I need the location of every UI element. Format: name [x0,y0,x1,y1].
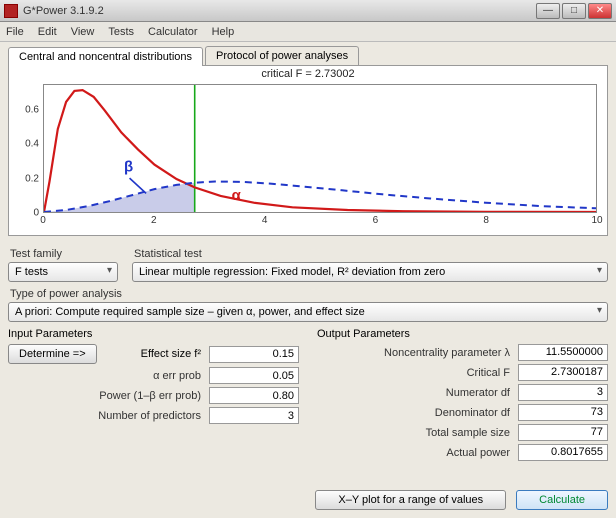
output-label-2: Numerator df [317,387,518,399]
test-family-label: Test family [10,248,118,260]
test-family-value: F tests [15,266,48,278]
bottom-bar: X–Y plot for a range of values Calculate [8,490,608,510]
statistical-test-value: Linear multiple regression: Fixed model,… [139,266,445,278]
tab-protocol[interactable]: Protocol of power analyses [205,46,359,65]
input-label-0: Effect size f² [141,348,209,360]
critical-f-label: critical F = 2.73002 [261,68,354,80]
noncentrality-value: 11.5500000 [518,344,608,361]
determine-button[interactable]: Determine => [8,344,97,364]
numerator-df-value: 3 [518,384,608,401]
svg-text:α: α [232,187,242,204]
input-parameters: Input Parameters Determine => Effect siz… [8,328,299,464]
statistical-test-dropdown[interactable]: Linear multiple regression: Fixed model,… [132,262,608,282]
input-label-1: α err prob [8,370,209,382]
analysis-type-value: A priori: Compute required sample size –… [15,306,365,318]
actual-power-value: 0.8017655 [518,444,608,461]
window-title: G*Power 3.1.9.2 [23,5,536,17]
input-label-3: Number of predictors [8,410,209,422]
plot-panel: critical F = 2.73002 00.20.40.6 βα 02468… [8,66,608,236]
output-label-4: Total sample size [317,427,518,439]
alpha-input[interactable] [209,367,299,384]
close-button[interactable]: ✕ [588,3,612,19]
menu-edit[interactable]: Edit [38,26,57,38]
output-label-5: Actual power [317,447,518,459]
test-family-dropdown[interactable]: F tests [8,262,118,282]
svg-text:β: β [124,158,133,175]
calculate-button[interactable]: Calculate [516,490,608,510]
output-label-0: Noncentrality parameter λ [317,347,518,359]
statistical-test-label: Statistical test [134,248,608,260]
menu-bar: File Edit View Tests Calculator Help [0,22,616,42]
title-bar: G*Power 3.1.9.2 — □ ✕ [0,0,616,22]
critical-f-value: 2.7300187 [518,364,608,381]
plot-svg: βα [44,85,596,212]
output-heading: Output Parameters [317,328,608,340]
power-input[interactable] [209,387,299,404]
denominator-df-value: 73 [518,404,608,421]
output-label-3: Denominator df [317,407,518,419]
analysis-type-dropdown[interactable]: A priori: Compute required sample size –… [8,302,608,322]
output-parameters: Output Parameters Noncentrality paramete… [317,328,608,464]
menu-tests[interactable]: Tests [108,26,134,38]
minimize-button[interactable]: — [536,3,560,19]
app-icon [4,4,18,18]
menu-help[interactable]: Help [212,26,235,38]
y-axis-ticks: 00.20.40.6 [9,84,41,213]
effect-size-input[interactable] [209,346,299,363]
menu-file[interactable]: File [6,26,24,38]
output-label-1: Critical F [317,367,518,379]
xy-plot-button[interactable]: X–Y plot for a range of values [315,490,506,510]
analysis-type-label: Type of power analysis [10,288,608,300]
predictors-input[interactable] [209,407,299,424]
tab-row: Central and noncentral distributions Pro… [8,46,608,66]
content-area: Central and noncentral distributions Pro… [0,42,616,518]
menu-view[interactable]: View [71,26,95,38]
input-label-2: Power (1–β err prob) [8,390,209,402]
maximize-button[interactable]: □ [562,3,586,19]
plot-area: βα [43,84,597,213]
x-axis-ticks: 0246810 [43,215,597,231]
menu-calculator[interactable]: Calculator [148,26,198,38]
input-heading: Input Parameters [8,328,299,340]
sample-size-value: 77 [518,424,608,441]
tab-distributions[interactable]: Central and noncentral distributions [8,47,203,66]
